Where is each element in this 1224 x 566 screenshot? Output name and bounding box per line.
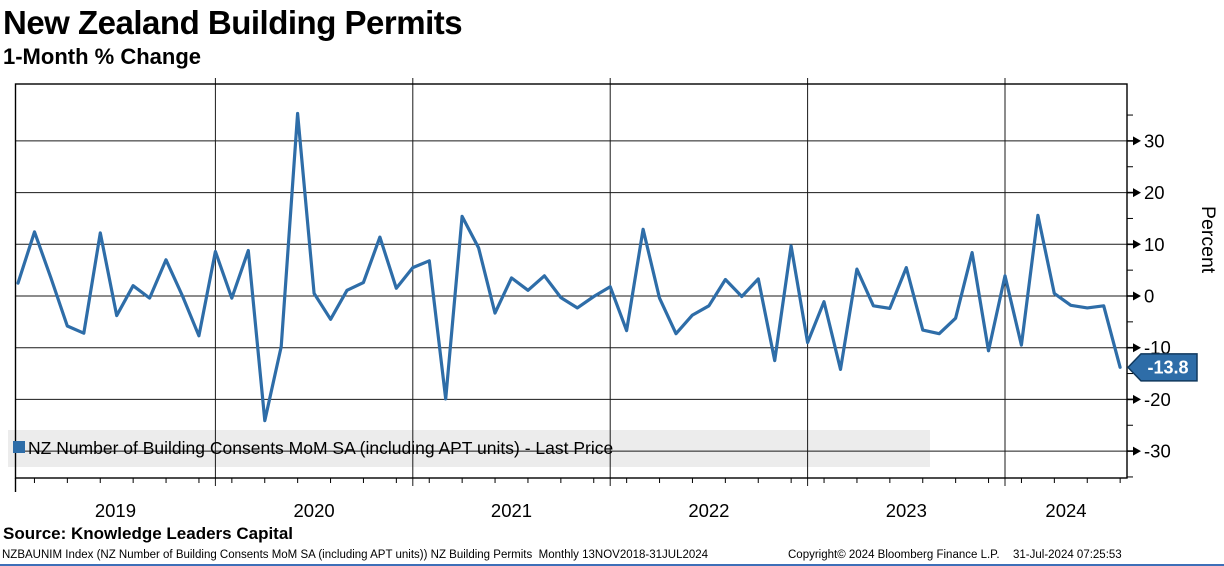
svg-text:2023: 2023 — [886, 500, 927, 521]
legend-label: NZ Number of Building Consents MoM SA (i… — [28, 438, 614, 458]
svg-text:2020: 2020 — [294, 500, 335, 521]
svg-text:2019: 2019 — [95, 500, 136, 521]
svg-text:-10: -10 — [1144, 337, 1171, 358]
footer-copyright: Copyright© 2024 Bloomberg Finance L.P. — [788, 549, 1000, 561]
svg-text:-20: -20 — [1144, 389, 1171, 410]
svg-text:2022: 2022 — [688, 500, 729, 521]
page-subtitle: 1-Month % Change — [3, 44, 201, 69]
svg-text:30: 30 — [1144, 130, 1165, 151]
footer-timestamp: 31-Jul-2024 07:25:53 — [1013, 549, 1122, 561]
footer-index-description: NZBAUNIM Index (NZ Number of Building Co… — [2, 549, 709, 561]
svg-text:-13.8: -13.8 — [1147, 357, 1188, 377]
svg-text:20: 20 — [1144, 182, 1165, 203]
y-axis-title: Percent — [1197, 206, 1219, 274]
source-label: Source: Knowledge Leaders Capital — [3, 524, 294, 543]
svg-text:2021: 2021 — [491, 500, 532, 521]
legend-marker-icon — [13, 441, 25, 453]
svg-text:0: 0 — [1144, 286, 1154, 307]
svg-text:2024: 2024 — [1045, 500, 1086, 521]
bottom-accent-bar — [0, 563, 1224, 566]
svg-text:10: 10 — [1144, 234, 1165, 255]
svg-text:-30: -30 — [1144, 441, 1171, 462]
page-title: New Zealand Building Permits — [3, 4, 463, 41]
